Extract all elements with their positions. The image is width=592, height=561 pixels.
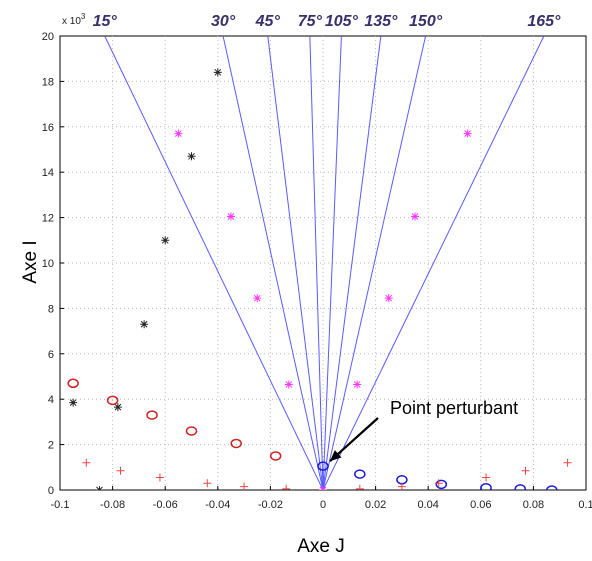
plus-marker [355,484,364,490]
star-marker [174,129,183,138]
x-tick-label: 0.04 [417,499,438,511]
star-marker [226,212,235,221]
plus-marker [482,473,491,482]
circle-marker [435,479,448,490]
y-tick-label: 16 [42,122,54,134]
plus-marker [240,482,249,490]
angle-lines [104,36,545,490]
circle-marker [146,410,158,420]
y-tick-label: 6 [48,349,54,361]
angle-line [322,36,545,490]
x-tick-label: -0.04 [205,499,230,511]
circle-marker [269,451,282,461]
data-points [67,68,572,490]
angle-label: 75° [298,13,323,30]
x-tick-label: -0.02 [258,499,283,511]
angle-line [322,36,382,490]
angle-labels: 15° 30° 45° 75° 105° 135° 150° 165° [93,13,561,30]
plus-marker [82,458,91,467]
star-marker [284,380,293,389]
x-tick-label: -0.08 [100,499,125,511]
angle-label: 105° [325,13,359,30]
y-tick-label: 8 [48,303,54,315]
star-marker [353,380,362,389]
x-tick-label: 0.1 [578,499,592,511]
star-marker [113,403,122,412]
plus-marker [282,484,291,490]
angle-line [322,36,342,490]
annotation-label: Point perturbant [390,398,518,418]
y-tick-label: 10 [42,258,54,270]
y-tick-label: 18 [42,76,54,88]
angle-label: 15° [93,13,118,30]
y-tick-label: 12 [42,213,54,225]
y-axis-title: Axe I [20,240,41,283]
y-exponent-power: 3 [81,12,86,21]
star-marker [140,320,149,329]
plus-marker [563,458,572,467]
y-tick-label: 0 [48,485,54,497]
x-tick-label: 0 [320,499,326,511]
circle-marker [514,484,526,490]
y-tick-label: 4 [48,394,54,406]
y-exponent-label: x 103 [62,12,86,27]
star-marker [411,212,420,221]
plus-marker [203,479,212,488]
star-marker [384,294,393,303]
angle-line [309,36,324,490]
plus-marker [521,466,530,475]
circle-marker [185,426,198,436]
circle-marker [67,378,79,389]
y-tick-label: 20 [42,31,54,43]
star-marker [95,486,104,490]
annotation: Point perturbant [329,398,518,462]
x-ticks: -0.1 -0.08 -0.06 -0.04 -0.02 0 0.02 0.04 0.06 0.0… [51,486,592,511]
circle-marker [354,469,366,479]
star-marker [187,152,196,161]
x-tick-label: -0.1 [51,499,70,511]
x-tick-label: 0.02 [365,499,386,511]
plus-marker [155,473,164,482]
angle-label: 30° [211,13,236,30]
y-tick-label: 14 [42,167,54,179]
circle-marker [480,482,492,490]
star-marker [253,294,262,303]
angle-label: 165° [527,13,561,30]
x-axis-title: Axe J [297,536,345,557]
angle-line [322,36,427,490]
y-tick-label: 2 [48,440,54,452]
x-tick-label: 0.06 [470,499,491,511]
angle-line [267,36,324,490]
angle-label: 135° [364,13,398,30]
x-tick-label: 0.08 [523,499,544,511]
circle-marker [106,395,119,406]
angle-line [104,36,324,490]
star-marker [463,129,472,138]
star-marker [213,68,222,77]
star-marker [319,486,327,490]
angle-label: 45° [255,13,281,30]
circle-marker [546,485,558,490]
y-ticks: 0 2 4 6 8 10 12 14 16 18 20 [42,31,64,497]
star-marker [69,398,78,407]
x-tick-label: -0.06 [153,499,178,511]
circle-marker [317,461,329,471]
plus-marker [116,466,125,475]
star-marker [161,236,170,245]
angle-line [222,36,324,490]
plus-marker [397,482,406,490]
angle-label: 150° [409,13,443,30]
annotation-arrowhead [330,450,342,462]
circle-marker [230,438,242,449]
plus-marker [434,479,443,488]
